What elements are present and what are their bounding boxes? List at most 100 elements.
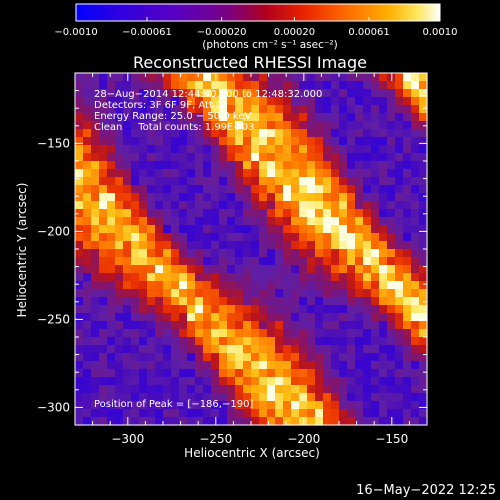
heatmap-cell <box>123 97 132 106</box>
heatmap-cell <box>347 73 356 82</box>
heatmap-cell <box>195 393 204 402</box>
heatmap-cell <box>99 161 108 170</box>
heatmap-cell <box>355 289 364 298</box>
heatmap-cell <box>363 393 372 402</box>
heatmap-cell <box>163 249 172 258</box>
heatmap-cell <box>379 281 388 290</box>
heatmap-cell <box>331 393 340 402</box>
heatmap-cell <box>363 361 372 370</box>
heatmap-cell <box>331 145 340 154</box>
heatmap-cell <box>283 305 292 314</box>
heatmap-cell <box>75 113 84 122</box>
heatmap-cell <box>387 353 396 362</box>
heatmap-cell <box>219 105 228 114</box>
heatmap-cell <box>107 73 116 82</box>
heatmap-cell <box>123 305 132 314</box>
heatmap-cell <box>171 337 180 346</box>
heatmap-cell <box>419 345 428 354</box>
heatmap-cell <box>411 321 420 330</box>
heatmap-cell <box>307 393 316 402</box>
heatmap-cell <box>227 241 236 250</box>
heatmap-cell <box>251 305 260 314</box>
heatmap-cell <box>107 201 116 210</box>
heatmap-cell <box>211 105 220 114</box>
heatmap-cell <box>283 81 292 90</box>
heatmap-cell <box>339 201 348 210</box>
heatmap-cell <box>155 201 164 210</box>
heatmap-cell <box>75 129 84 138</box>
heatmap-cell <box>307 385 316 394</box>
heatmap-cell <box>139 297 148 306</box>
heatmap-cell <box>339 153 348 162</box>
heatmap-cell <box>275 305 284 314</box>
heatmap-cell <box>419 337 428 346</box>
heatmap-cell <box>83 185 92 194</box>
heatmap-cell <box>131 161 140 170</box>
heatmap-cell <box>203 305 212 314</box>
heatmap-cell <box>171 241 180 250</box>
heatmap-cell <box>371 241 380 250</box>
heatmap-cell <box>395 297 404 306</box>
heatmap-cell <box>219 369 228 378</box>
heatmap-cell <box>251 249 260 258</box>
heatmap-cell <box>131 233 140 242</box>
heatmap-cell <box>75 281 84 290</box>
heatmap-cell <box>275 201 284 210</box>
heatmap-cell <box>179 217 188 226</box>
heatmap-cell <box>283 209 292 218</box>
heatmap-cell <box>267 321 276 330</box>
heatmap-cell <box>147 185 156 194</box>
heatmap-cell <box>419 129 428 138</box>
heatmap-cell <box>339 145 348 154</box>
heatmap-cell <box>267 345 276 354</box>
heatmap-cell <box>363 129 372 138</box>
heatmap-cell <box>315 129 324 138</box>
heatmap-cell <box>131 385 140 394</box>
heatmap-cell <box>203 121 212 130</box>
heatmap-cell <box>139 393 148 402</box>
heatmap-cell <box>243 337 252 346</box>
heatmap-cell <box>379 305 388 314</box>
heatmap-cell <box>307 281 316 290</box>
heatmap-cell <box>307 73 316 82</box>
heatmap-cell <box>123 81 132 90</box>
heatmap-cell <box>379 217 388 226</box>
heatmap-cell <box>179 353 188 362</box>
heatmap-cell <box>227 185 236 194</box>
heatmap-cell <box>411 257 420 266</box>
heatmap-cell <box>83 217 92 226</box>
heatmap-cell <box>299 81 308 90</box>
heatmap-cell <box>171 145 180 154</box>
heatmap-cell <box>83 137 92 146</box>
heatmap-cell <box>315 225 324 234</box>
heatmap-cell <box>275 257 284 266</box>
heatmap-cell <box>339 161 348 170</box>
heatmap-cell <box>91 329 100 338</box>
heatmap-cell <box>387 209 396 218</box>
heatmap-cell <box>299 377 308 386</box>
heatmap-cell <box>107 393 116 402</box>
heatmap-cell <box>379 193 388 202</box>
heatmap-cell <box>115 369 124 378</box>
heatmap-cell <box>323 89 332 98</box>
heatmap-cell <box>371 225 380 234</box>
heatmap-cell <box>219 241 228 250</box>
footer-date: 16−May−2022 12:25 <box>356 483 496 498</box>
heatmap-cell <box>187 273 196 282</box>
heatmap-cell <box>211 113 220 122</box>
heatmap-cell <box>411 201 420 210</box>
heatmap-cell <box>275 385 284 394</box>
heatmap-cell <box>259 161 268 170</box>
heatmap-cell <box>131 177 140 186</box>
heatmap-cell <box>411 313 420 322</box>
heatmap-cell <box>379 89 388 98</box>
heatmap-cell <box>139 177 148 186</box>
heatmap-cell <box>291 409 300 418</box>
heatmap-cell <box>187 249 196 258</box>
heatmap-cell <box>195 417 204 426</box>
heatmap-cell <box>379 153 388 162</box>
heatmap-cell <box>235 81 244 90</box>
heatmap-cell <box>395 305 404 314</box>
heatmap-cell <box>235 169 244 178</box>
heatmap-cell <box>355 73 364 82</box>
